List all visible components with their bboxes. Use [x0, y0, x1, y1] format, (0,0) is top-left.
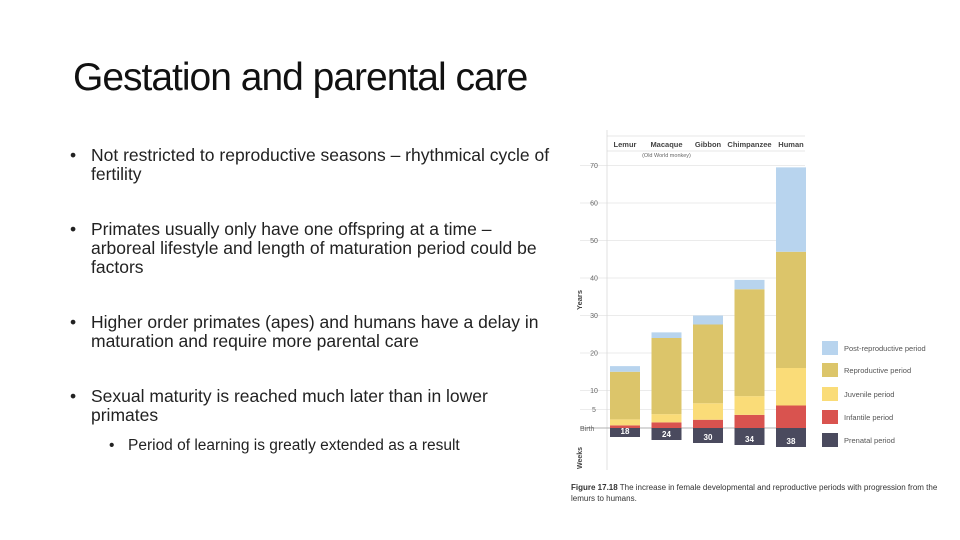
y-tick-label: 40 [590, 276, 598, 283]
bar-segment-prenatal [776, 428, 806, 447]
birth-label: Birth [580, 426, 595, 433]
y-tick-label: 60 [590, 201, 598, 208]
legend-swatch [822, 410, 838, 424]
legend-swatch [822, 433, 838, 447]
y-tick-label: 30 [590, 313, 598, 320]
bar-segment-post-reproductive-period [610, 366, 640, 372]
bar-segment-reproductive-period [734, 289, 765, 397]
bar-segment-prenatal [610, 428, 640, 437]
category-label: Lemur [614, 140, 637, 149]
legend-label: Juvenile period [844, 390, 894, 399]
bar-segment-prenatal [734, 428, 765, 445]
sub-bullet-text: Period of learning is greatly extended a… [128, 437, 460, 454]
legend-swatch [822, 363, 838, 377]
legend-label: Prenatal period [844, 436, 895, 445]
bar-segment-prenatal [651, 428, 682, 440]
prenatal-week-label: 24 [662, 430, 671, 439]
primate-life-periods-chart: 5 10 20 30 40 50 60 70 Birth Years Weeks 18 Lemur 24 M… [575, 130, 926, 470]
bar-segment-reproductive-period [693, 324, 723, 404]
bar-segment-post-reproductive-period [693, 315, 723, 325]
bullet-item: Not restricted to reproductive seasons –… [70, 146, 550, 184]
legend-swatch [822, 341, 838, 355]
bullet-list: Not restricted to reproductive seasons –… [70, 146, 550, 456]
bar-segment-juvenile-period [610, 419, 640, 426]
y-tick-label: 10 [590, 388, 598, 395]
legend-swatch [822, 387, 838, 401]
figure-caption: Figure 17.18 The increase in female deve… [571, 482, 941, 504]
bar-segment-reproductive-period [776, 251, 806, 368]
prenatal-week-label: 34 [745, 435, 754, 444]
category-label: Chimpanzee [727, 140, 771, 149]
bar-segment-infantile-period [734, 414, 765, 428]
bar-segment-juvenile-period [776, 368, 806, 406]
bar-segment-infantile-period [610, 425, 640, 428]
bar-segment-juvenile-period [734, 396, 765, 415]
bar-segment-post-reproductive-period [651, 332, 682, 338]
bar-segment-post-reproductive-period [776, 167, 806, 252]
prenatal-week-label: 18 [621, 427, 630, 436]
y-tick-label: 20 [590, 351, 598, 358]
caption-label: Figure 17.18 [571, 483, 618, 492]
prenatal-week-label: 30 [704, 433, 713, 442]
bullet-item: Sexual maturity is reached much later th… [70, 386, 550, 456]
legend-label: Reproductive period [844, 366, 911, 375]
bar-segment-reproductive-period [651, 338, 682, 415]
category-label: Gibbon [695, 140, 722, 149]
legend-label: Post-reproductive period [844, 344, 926, 353]
sub-bullet-list: Period of learning is greatly extended a… [107, 437, 550, 455]
y-axis-label-weeks: Weeks [577, 447, 584, 469]
sub-bullet-item: Period of learning is greatly extended a… [107, 437, 550, 455]
slide-title: Gestation and parental care [73, 56, 528, 99]
bar-segment-infantile-period [776, 405, 806, 428]
bar-segment-infantile-period [693, 419, 723, 428]
bullet-item: Higher order primates (apes) and humans … [70, 313, 550, 351]
bullet-item: Primates usually only have one offspring… [70, 220, 550, 277]
category-label: Human [778, 140, 804, 149]
bullet-text: Not restricted to reproductive seasons –… [91, 145, 550, 184]
bar-segment-juvenile-period [693, 403, 723, 420]
bar-segment-post-reproductive-period [734, 279, 765, 290]
bullet-text: Sexual maturity is reached much later th… [91, 386, 488, 425]
category-label: Macaque [650, 140, 682, 149]
legend-label: Infantile period [844, 413, 893, 422]
y-axis-label: Years [575, 290, 584, 310]
prenatal-week-label: 38 [787, 437, 796, 446]
category-note: (Old World monkey) [642, 153, 691, 159]
bar-segment-reproductive-period [610, 371, 640, 420]
y-tick-label: 5 [592, 407, 596, 414]
bullet-text: Primates usually only have one offspring… [91, 219, 537, 277]
bullet-text: Higher order primates (apes) and humans … [91, 312, 539, 351]
y-tick-label: 50 [590, 238, 598, 245]
caption-text: The increase in female developmental and… [571, 483, 938, 503]
bar-segment-infantile-period [651, 422, 682, 428]
bar-segment-juvenile-period [651, 414, 682, 423]
bar-segment-prenatal [693, 428, 723, 443]
y-tick-label: 70 [590, 163, 598, 170]
